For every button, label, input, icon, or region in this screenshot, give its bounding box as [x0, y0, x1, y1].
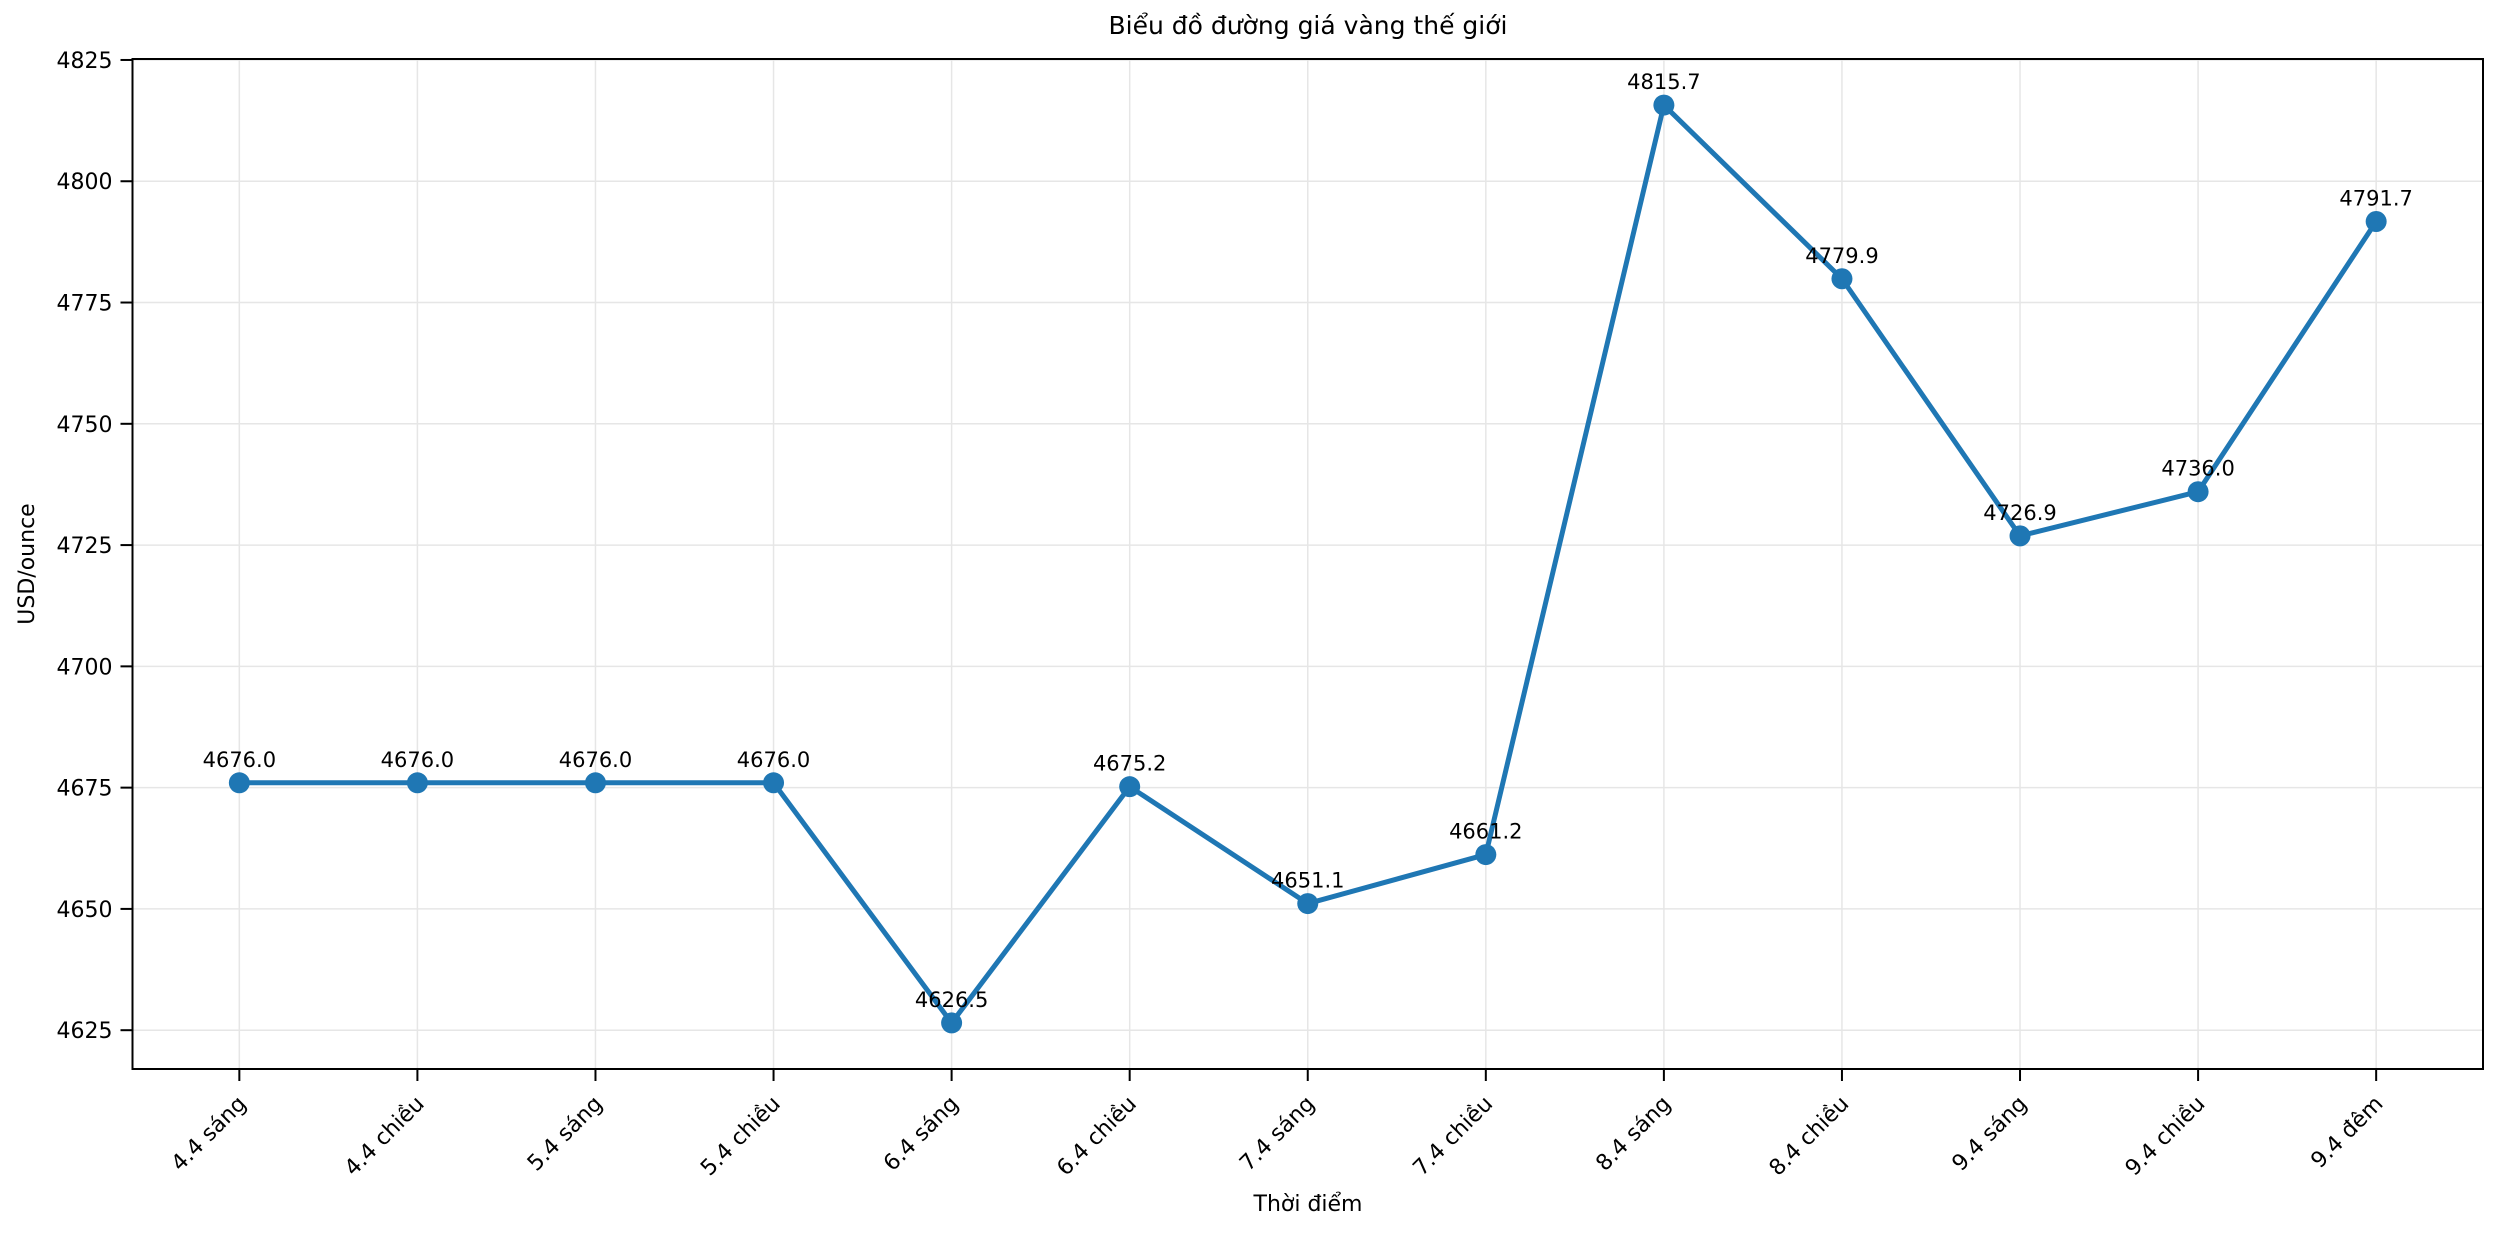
data-point-label: 4676.0 [381, 748, 454, 772]
data-point-marker [406, 772, 428, 794]
x-tick-label: 5.4 chiều [696, 1092, 786, 1182]
x-tick-label: 9.4 sáng [1948, 1092, 2033, 1177]
data-point-marker [2365, 211, 2387, 233]
data-point-label: 4779.9 [1805, 244, 1878, 268]
y-tick-label: 4625 [57, 1019, 113, 1044]
y-tick-label: 4775 [57, 292, 113, 317]
x-tick-label: 8.4 chiều [1765, 1092, 1855, 1182]
x-tick-label: 7.4 chiều [1409, 1092, 1499, 1182]
data-point-label: 4675.2 [1093, 752, 1166, 776]
data-point-marker [584, 772, 606, 794]
data-point-label: 4736.0 [2161, 457, 2234, 481]
data-point-label: 4661.2 [1449, 820, 1522, 844]
data-point-marker [2187, 481, 2209, 503]
x-tick-label: 7.4 sáng [1235, 1092, 1320, 1177]
x-tick-label: 9.4 đêm [2306, 1092, 2388, 1174]
chart-title: Biểu đồ đường giá vàng thế giới [1108, 11, 1508, 40]
x-tick-label: 4.4 sáng [167, 1092, 252, 1177]
x-tick-label: 6.4 chiều [1052, 1092, 1142, 1182]
y-tick-label: 4675 [57, 777, 113, 802]
y-tick-label: 4750 [57, 413, 113, 438]
data-point-marker [1653, 94, 1675, 116]
data-point-marker [763, 772, 785, 794]
data-point-label: 4791.7 [2339, 187, 2412, 211]
data-point-marker [941, 1012, 963, 1034]
data-point-label: 4815.7 [1627, 70, 1700, 94]
data-point-label: 4676.0 [737, 748, 810, 772]
x-tick-label: 8.4 sáng [1591, 1092, 1676, 1177]
x-tick-label: 5.4 sáng [523, 1092, 608, 1177]
data-point-marker [228, 772, 250, 794]
y-tick-label: 4700 [57, 655, 113, 680]
x-tick-label: 4.4 chiều [340, 1092, 430, 1182]
y-tick-label: 4825 [57, 49, 113, 74]
data-point-marker [1831, 268, 1853, 290]
data-point-marker [1475, 844, 1497, 866]
x-tick-label: 6.4 sáng [879, 1092, 964, 1177]
data-point-label: 4626.5 [915, 988, 988, 1012]
data-point-marker [1119, 776, 1141, 798]
x-axis-title: Thời điểm [1253, 1192, 1363, 1217]
data-point-label: 4651.1 [1271, 869, 1344, 893]
x-tick-label: 9.4 chiều [2121, 1092, 2211, 1182]
y-tick-label: 4650 [57, 898, 113, 923]
data-point-label: 4676.0 [559, 748, 632, 772]
y-tick-label: 4800 [57, 170, 113, 195]
data-point-marker [2009, 525, 2031, 547]
data-point-label: 4726.9 [1983, 501, 2056, 525]
data-point-marker [1297, 893, 1319, 915]
y-tick-label: 4725 [57, 534, 113, 559]
data-point-label: 4676.0 [203, 748, 276, 772]
